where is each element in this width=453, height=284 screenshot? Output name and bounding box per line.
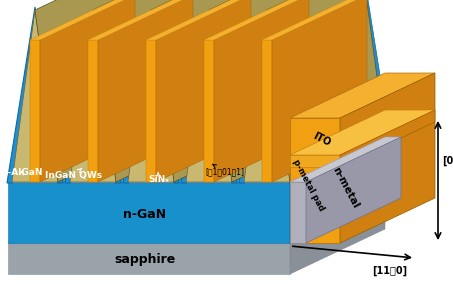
Polygon shape (8, 182, 290, 243)
Polygon shape (12, 137, 153, 182)
Polygon shape (30, 0, 135, 40)
Polygon shape (276, 0, 332, 138)
Polygon shape (186, 10, 232, 182)
Polygon shape (181, 7, 237, 183)
Text: [0001]: [0001] (442, 155, 453, 166)
Polygon shape (223, 0, 269, 137)
Polygon shape (290, 118, 340, 243)
Polygon shape (75, 26, 111, 182)
Polygon shape (290, 73, 435, 118)
Text: p-metal pad: p-metal pad (290, 158, 325, 212)
Polygon shape (290, 137, 401, 182)
Polygon shape (156, 0, 251, 182)
Polygon shape (290, 182, 306, 243)
Polygon shape (30, 40, 40, 182)
Text: InGaN QWs: InGaN QWs (45, 168, 102, 180)
Polygon shape (340, 110, 435, 167)
Polygon shape (40, 0, 135, 182)
Polygon shape (160, 0, 216, 138)
Polygon shape (339, 0, 385, 137)
Text: [110]: [110] (372, 266, 408, 276)
Polygon shape (290, 198, 385, 274)
Polygon shape (262, 40, 272, 182)
Polygon shape (103, 127, 385, 137)
Polygon shape (88, 40, 98, 182)
Polygon shape (239, 7, 295, 183)
Polygon shape (71, 16, 115, 183)
Polygon shape (123, 7, 179, 183)
Polygon shape (165, 0, 211, 137)
Polygon shape (128, 10, 174, 182)
Polygon shape (146, 40, 156, 182)
Polygon shape (262, 0, 367, 40)
Polygon shape (244, 137, 385, 182)
Polygon shape (218, 0, 274, 138)
Polygon shape (13, 16, 57, 183)
Polygon shape (191, 26, 227, 182)
Polygon shape (128, 137, 269, 182)
Polygon shape (8, 137, 385, 182)
Polygon shape (93, 0, 211, 182)
Polygon shape (340, 73, 435, 243)
Polygon shape (204, 40, 214, 182)
Polygon shape (107, 0, 153, 137)
Polygon shape (70, 137, 211, 182)
Polygon shape (35, 0, 153, 182)
Polygon shape (281, 0, 327, 137)
Polygon shape (187, 16, 231, 183)
Polygon shape (17, 26, 53, 182)
Polygon shape (133, 26, 169, 182)
Polygon shape (245, 16, 289, 183)
Polygon shape (12, 10, 58, 182)
Polygon shape (209, 0, 327, 182)
Polygon shape (129, 16, 173, 183)
Text: [ဒ1ထ01ထ1]: [ဒ1ထ01ထ1] (205, 164, 244, 176)
Polygon shape (214, 0, 309, 182)
Polygon shape (290, 155, 340, 167)
Polygon shape (88, 0, 193, 40)
Polygon shape (70, 10, 116, 182)
Polygon shape (151, 0, 269, 182)
Text: sapphire: sapphire (114, 254, 176, 266)
Text: n-AlGaN: n-AlGaN (1, 168, 43, 177)
Polygon shape (272, 0, 367, 182)
Polygon shape (290, 137, 385, 243)
Polygon shape (98, 0, 193, 182)
Polygon shape (8, 243, 290, 274)
Text: SiNₓ: SiNₓ (148, 172, 169, 184)
Polygon shape (65, 7, 121, 183)
Polygon shape (334, 0, 390, 138)
Polygon shape (7, 7, 63, 183)
Polygon shape (249, 26, 285, 182)
Polygon shape (267, 0, 385, 182)
Text: n-GaN: n-GaN (123, 208, 167, 222)
Text: ITO: ITO (312, 131, 333, 149)
Polygon shape (290, 110, 435, 155)
Polygon shape (204, 0, 309, 40)
Polygon shape (186, 137, 327, 182)
Polygon shape (146, 0, 251, 40)
Polygon shape (306, 137, 401, 243)
Polygon shape (8, 198, 385, 243)
Polygon shape (102, 0, 158, 138)
Text: n-metal: n-metal (330, 166, 360, 210)
Polygon shape (244, 10, 290, 182)
